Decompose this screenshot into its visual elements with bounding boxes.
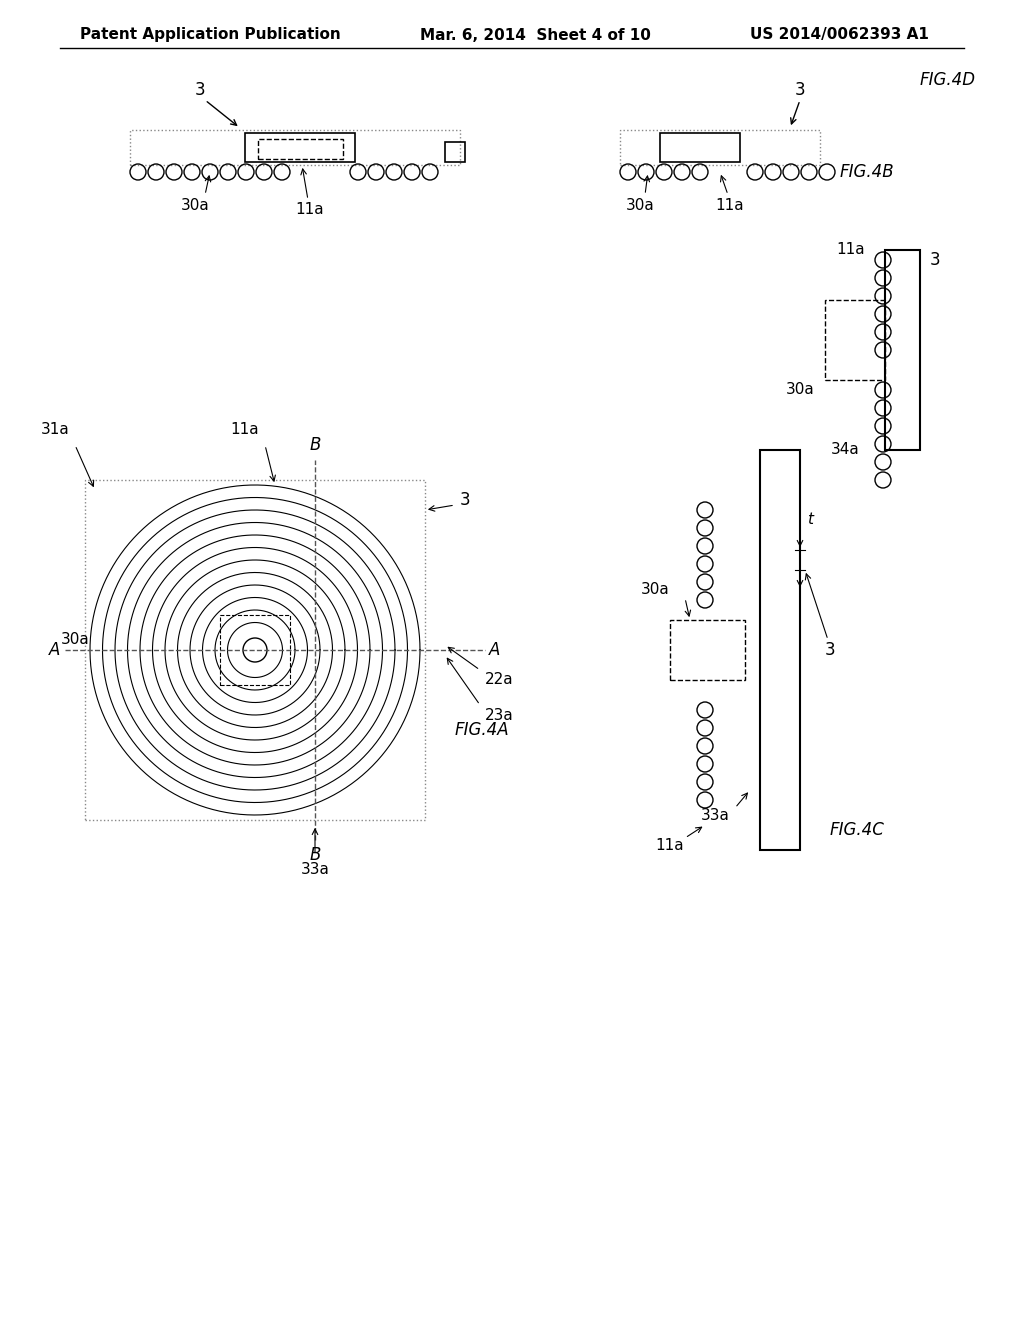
Text: FIG.4D: FIG.4D bbox=[920, 71, 976, 88]
Text: 3: 3 bbox=[460, 491, 470, 510]
Text: 33a: 33a bbox=[301, 862, 330, 878]
Text: 22a: 22a bbox=[485, 672, 514, 688]
Text: 3: 3 bbox=[795, 81, 805, 99]
Text: 30a: 30a bbox=[626, 198, 654, 213]
Text: 23a: 23a bbox=[485, 708, 514, 722]
Text: Mar. 6, 2014  Sheet 4 of 10: Mar. 6, 2014 Sheet 4 of 10 bbox=[420, 28, 651, 42]
Text: 11a: 11a bbox=[296, 202, 325, 218]
Text: 11a: 11a bbox=[837, 243, 865, 257]
Text: FIG.4B: FIG.4B bbox=[840, 162, 895, 181]
Text: 30a: 30a bbox=[180, 198, 209, 213]
Text: FIG.4C: FIG.4C bbox=[830, 821, 885, 840]
Text: 3: 3 bbox=[195, 81, 206, 99]
Text: 3: 3 bbox=[824, 642, 836, 659]
Text: 3: 3 bbox=[930, 251, 940, 269]
Text: FIG.4A: FIG.4A bbox=[455, 721, 510, 739]
Text: 11a: 11a bbox=[655, 837, 684, 853]
Text: A: A bbox=[489, 642, 501, 659]
Text: 33a: 33a bbox=[701, 808, 730, 822]
Text: 30a: 30a bbox=[61, 632, 90, 648]
Text: US 2014/0062393 A1: US 2014/0062393 A1 bbox=[750, 28, 929, 42]
Text: 31a: 31a bbox=[41, 422, 70, 437]
Text: B: B bbox=[309, 846, 321, 865]
Text: 11a: 11a bbox=[716, 198, 744, 213]
Text: A: A bbox=[49, 642, 60, 659]
Text: 11a: 11a bbox=[230, 422, 259, 437]
Text: 30a: 30a bbox=[786, 383, 815, 397]
Text: 30a: 30a bbox=[641, 582, 670, 598]
Text: Patent Application Publication: Patent Application Publication bbox=[80, 28, 341, 42]
Text: 34a: 34a bbox=[831, 442, 860, 458]
Text: B: B bbox=[309, 436, 321, 454]
Text: t: t bbox=[807, 512, 813, 528]
